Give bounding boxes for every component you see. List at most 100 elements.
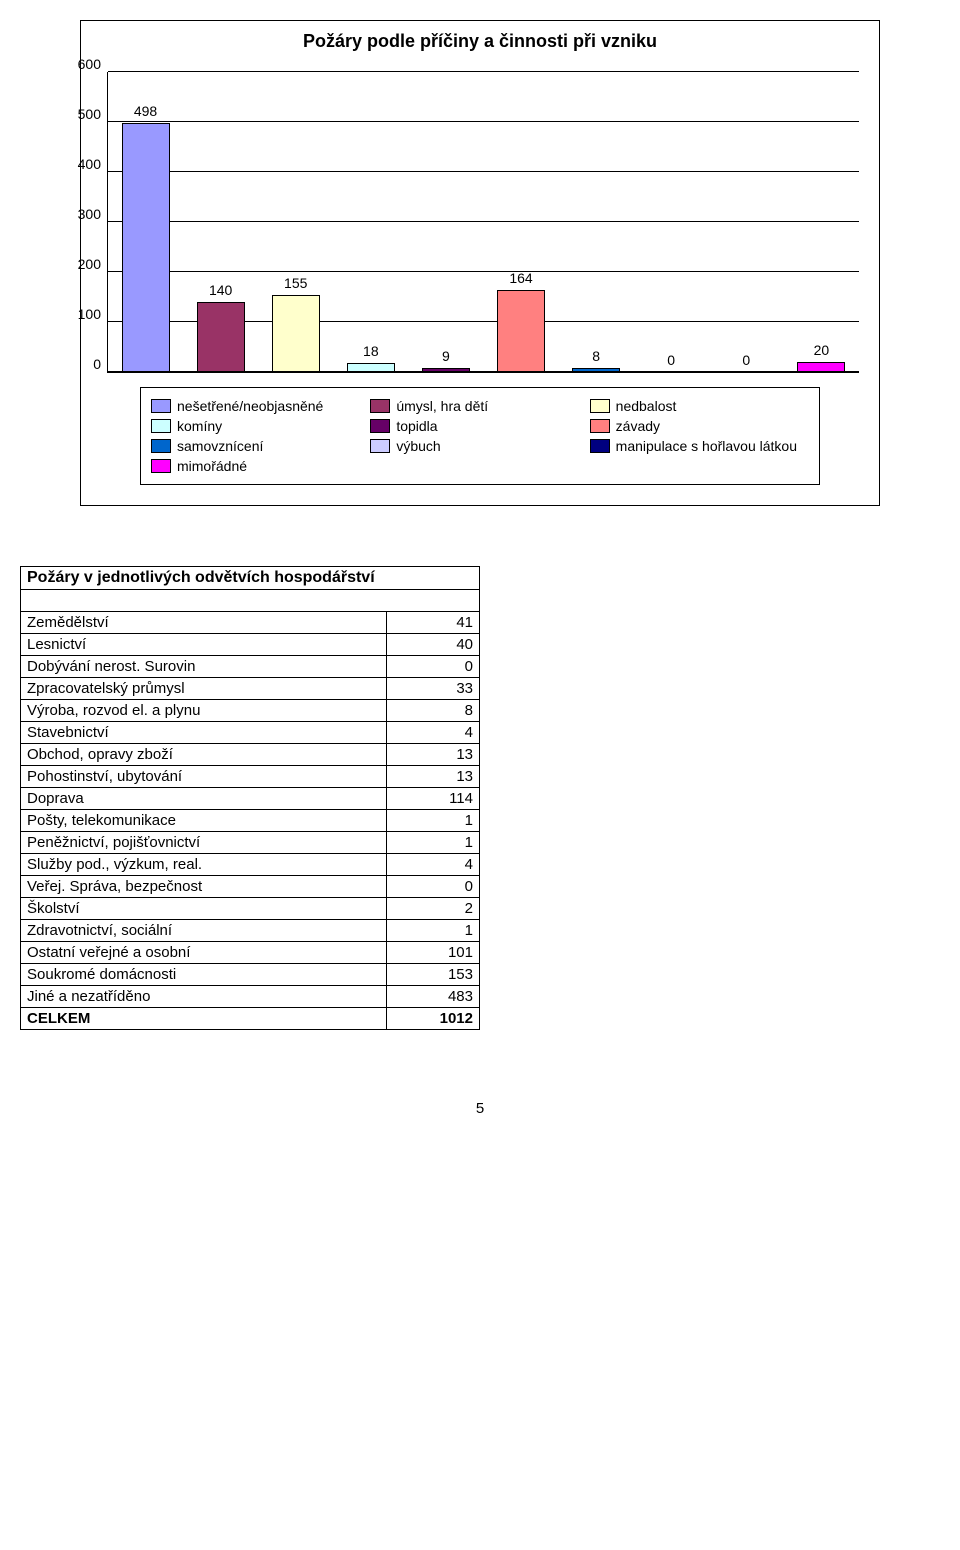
table-total-label: CELKEM: [21, 1008, 387, 1030]
table-row: Obchod, opravy zboží13: [21, 744, 480, 766]
table-row-label: Peněžnictví, pojišťovnictví: [21, 832, 387, 854]
table-row-label: Výroba, rozvod el. a plynu: [21, 700, 387, 722]
table-total-value: 1012: [387, 1008, 480, 1030]
table-row: Peněžnictví, pojišťovnictví1: [21, 832, 480, 854]
table-row: Školství2: [21, 898, 480, 920]
legend: nešetřené/neobjasněné úmysl, hra dětí nedb…: [140, 387, 820, 485]
plot-area: 49814015518916480020: [107, 72, 859, 373]
table-row-value: 40: [387, 634, 480, 656]
table-row-value: 0: [387, 876, 480, 898]
table-row: Ostatní veřejné a osobní101: [21, 942, 480, 964]
table-row-label: Obchod, opravy zboží: [21, 744, 387, 766]
table-row-label: Zdravotnictví, sociální: [21, 920, 387, 942]
bar-wrap: 9: [422, 348, 470, 373]
table-row-value: 41: [387, 612, 480, 634]
bar-wrap: 0: [722, 352, 770, 372]
bar-value-label: 18: [363, 343, 379, 361]
table-row-label: Ostatní veřejné a osobní: [21, 942, 387, 964]
bar-value-label: 164: [509, 270, 532, 288]
bar-value-label: 155: [284, 275, 307, 293]
legend-item: topidla: [370, 416, 589, 436]
table-row-label: Stavebnictví: [21, 722, 387, 744]
table-row: Výroba, rozvod el. a plynu8: [21, 700, 480, 722]
table-row: Zpracovatelský průmysl33: [21, 678, 480, 700]
bar-wrap: 155: [272, 275, 320, 373]
legend-label: manipulace s hořlavou látkou: [616, 438, 797, 454]
legend-item: samovznícení: [151, 436, 370, 456]
legend-swatch: [151, 399, 171, 413]
legend-item: mimořádné: [151, 456, 371, 476]
chart-frame: Požáry podle příčiny a činnosti při vzni…: [80, 20, 880, 506]
table-row-label: Služby pod., výzkum, real.: [21, 854, 387, 876]
table-row: Služby pod., výzkum, real.4: [21, 854, 480, 876]
legend-label: komíny: [177, 418, 222, 434]
table-row-label: Dobývání nerost. Surovin: [21, 656, 387, 678]
table-row-value: 2: [387, 898, 480, 920]
table-row: Soukromé domácnosti153: [21, 964, 480, 986]
bar-value-label: 140: [209, 282, 232, 300]
table-row-label: Lesnictví: [21, 634, 387, 656]
bar-value-label: 8: [592, 348, 600, 366]
bar: [347, 363, 395, 372]
legend-row: komínytopidlazávady: [151, 416, 809, 436]
data-table: Požáry v jednotlivých odvětvích hospodář…: [20, 566, 480, 1030]
legend-swatch: [590, 399, 610, 413]
table-row-label: Zpracovatelský průmysl: [21, 678, 387, 700]
table-row-value: 483: [387, 986, 480, 1008]
table-row: Dobývání nerost. Surovin0: [21, 656, 480, 678]
chart-area: 600 500 400 300 200 100 0 49814015518916…: [101, 72, 859, 373]
table-row: Lesnictví40: [21, 634, 480, 656]
legend-label: topidla: [396, 418, 437, 434]
legend-swatch: [151, 459, 171, 473]
table-row-value: 1: [387, 810, 480, 832]
bar: [122, 123, 170, 372]
legend-item: nedbalost: [590, 396, 809, 416]
bar-wrap: 8: [572, 348, 620, 372]
table-row-value: 0: [387, 656, 480, 678]
table-row: Pošty, telekomunikace1: [21, 810, 480, 832]
table-section: Požáry v jednotlivých odvětvích hospodář…: [20, 566, 940, 1030]
table-row-value: 114: [387, 788, 480, 810]
table-row-label: Soukromé domácnosti: [21, 964, 387, 986]
chart-title: Požáry podle příčiny a činnosti při vzni…: [101, 31, 859, 52]
legend-item: výbuch: [370, 436, 589, 456]
bar-wrap: 164: [497, 270, 545, 372]
bar-wrap: 18: [347, 343, 395, 372]
legend-item: úmysl, hra dětí: [370, 396, 589, 416]
table-row-value: 101: [387, 942, 480, 964]
table-spacer: [21, 590, 480, 612]
legend-swatch: [151, 419, 171, 433]
table-row: Stavebnictví4: [21, 722, 480, 744]
table-row: Veřej. Správa, bezpečnost0: [21, 876, 480, 898]
table-row-label: Zemědělství: [21, 612, 387, 634]
table-row-label: Školství: [21, 898, 387, 920]
bar: [272, 295, 320, 373]
bar-value-label: 498: [134, 103, 157, 121]
table-row-label: Doprava: [21, 788, 387, 810]
legend-item: komíny: [151, 416, 370, 436]
legend-row: mimořádné: [151, 456, 809, 476]
legend-label: nešetřené/neobjasněné: [177, 398, 323, 414]
bar-value-label: 9: [442, 348, 450, 366]
legend-label: úmysl, hra dětí: [396, 398, 488, 414]
table-row-value: 1: [387, 832, 480, 854]
table-row-label: Pošty, telekomunikace: [21, 810, 387, 832]
page-number: 5: [20, 1100, 940, 1117]
legend-swatch: [370, 439, 390, 453]
legend-item: manipulace s hořlavou látkou: [590, 436, 809, 456]
legend-label: nedbalost: [616, 398, 677, 414]
bar-wrap: 140: [197, 282, 245, 372]
legend-label: výbuch: [396, 438, 440, 454]
table-row-value: 153: [387, 964, 480, 986]
bar-value-label: 0: [742, 352, 750, 370]
bar-wrap: 20: [797, 342, 845, 372]
bar: [572, 368, 620, 372]
table-row: Jiné a nezatříděno483: [21, 986, 480, 1008]
table-row: Zemědělství41: [21, 612, 480, 634]
table-row-value: 4: [387, 722, 480, 744]
legend-label: samovznícení: [177, 438, 263, 454]
table-row-value: 8: [387, 700, 480, 722]
table-title: Požáry v jednotlivých odvětvích hospodář…: [21, 567, 480, 590]
table-row: Zdravotnictví, sociální1: [21, 920, 480, 942]
table-row-label: Pohostinství, ubytování: [21, 766, 387, 788]
